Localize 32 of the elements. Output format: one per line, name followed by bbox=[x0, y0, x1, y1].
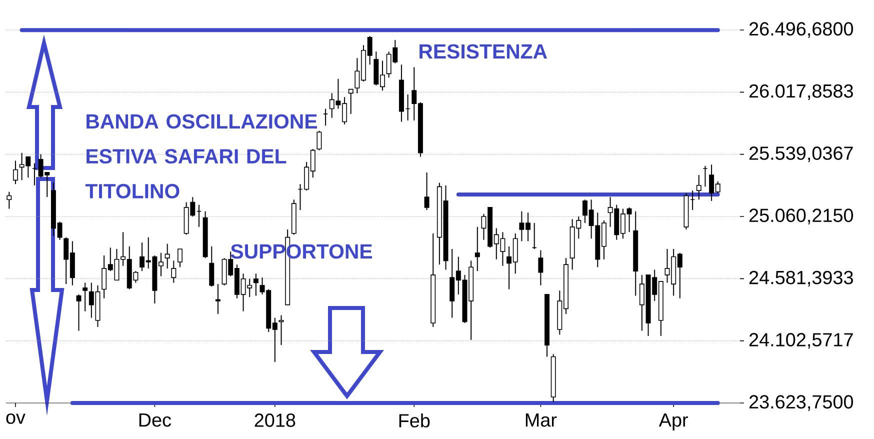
candlestick bbox=[696, 174, 702, 200]
annotation: RESISTENZA bbox=[420, 44, 548, 59]
candlestick bbox=[209, 246, 214, 288]
candlestick bbox=[424, 172, 430, 211]
x-tick-label: Mar bbox=[526, 414, 557, 427]
candlestick bbox=[474, 226, 480, 272]
y-tick-label: 25.060,2150 bbox=[749, 208, 854, 224]
candlestick bbox=[178, 248, 182, 268]
candlestick bbox=[253, 273, 258, 296]
x-tick-label: 2018 bbox=[254, 414, 296, 427]
candlestick bbox=[278, 314, 284, 346]
candlestick bbox=[215, 284, 220, 314]
x-tick-label: Dec bbox=[139, 414, 172, 427]
candlestick bbox=[82, 282, 88, 312]
candlestick bbox=[538, 250, 544, 286]
annotation: BANDA OSCILLAZIONE ESTIVA SAFARI DEL TITOLINO bbox=[85, 114, 317, 198]
x-tick-label: ov bbox=[6, 414, 26, 424]
candlestick bbox=[13, 160, 18, 185]
candlestick bbox=[164, 243, 170, 269]
y-tick-label: 25.539,0367 bbox=[749, 146, 853, 162]
x-tick-label: Apr bbox=[658, 414, 688, 430]
candlestick bbox=[171, 260, 176, 284]
y-tick-label: 24.581,3933 bbox=[749, 270, 853, 286]
y-tick-label: 24.102,5717 bbox=[749, 333, 853, 349]
candlestick bbox=[348, 88, 354, 114]
y-tick-label: 26.496,6800 bbox=[749, 22, 854, 38]
y-tick-label: 23.623,7500 bbox=[749, 395, 854, 411]
candlestick bbox=[6, 191, 12, 210]
candlestick bbox=[76, 294, 82, 332]
y-tick-label: 26.017,8583 bbox=[749, 84, 853, 100]
candlestick bbox=[316, 130, 322, 151]
x-tick-label: Feb bbox=[399, 414, 430, 428]
